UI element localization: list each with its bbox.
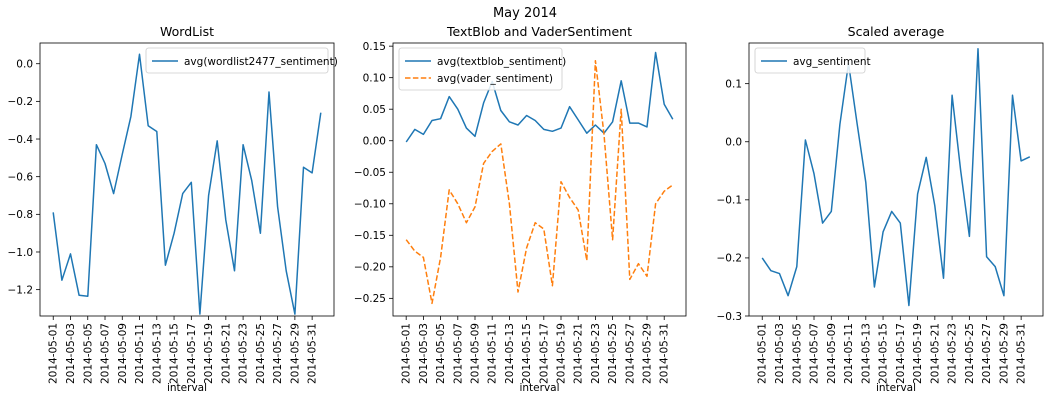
y-tick-label: −0.2 bbox=[8, 96, 34, 108]
x-tick-label: 2014-05-19 bbox=[203, 323, 215, 384]
y-tick-label: 0.0 bbox=[16, 59, 33, 71]
series-line-1 bbox=[405, 51, 674, 143]
y-tick-label: −1.2 bbox=[8, 284, 34, 296]
figure-suptitle: May 2014 bbox=[493, 6, 557, 21]
legend: avg(textblob_sentiment) avg(vader_sentime… bbox=[398, 47, 566, 91]
x-tick-label: 2014-05-11 bbox=[487, 323, 499, 384]
x-tick-label: 2014-05-13 bbox=[151, 323, 163, 384]
x-tick-label: 2014-05-03 bbox=[65, 323, 77, 384]
x-tick-label: 2014-05-27 bbox=[272, 323, 284, 384]
x-tick-label: 2014-05-15 bbox=[878, 323, 890, 384]
series-line-1 bbox=[761, 48, 1031, 307]
axes-frame bbox=[392, 42, 687, 317]
x-tick-label: 2014-05-27 bbox=[981, 323, 993, 384]
x-tick-label: 2014-05-05 bbox=[435, 323, 447, 384]
x-tick-label: 2014-05-07 bbox=[452, 323, 464, 384]
x-tick-label: 2014-05-11 bbox=[134, 323, 146, 384]
legend-label: avg(vader_sentiment) bbox=[437, 73, 553, 85]
x-tick-label: 2014-05-23 bbox=[590, 323, 602, 384]
y-tick-label: −0.2 bbox=[717, 253, 743, 265]
axes-frame bbox=[748, 42, 1044, 317]
x-tick-label: 2014-05-05 bbox=[82, 323, 94, 384]
x-tick-label: 2014-05-29 bbox=[642, 323, 654, 384]
y-tick-label: 0.10 bbox=[363, 72, 386, 84]
x-tick-label: 2014-05-29 bbox=[289, 323, 301, 384]
x-tick-label: 2014-05-25 bbox=[607, 323, 619, 384]
y-tick-label: −0.15 bbox=[354, 230, 386, 242]
y-tick-label: −0.3 bbox=[717, 311, 743, 323]
chart-panel-2: TextBlob and VaderSentiment 0.15 0.10 0.05 0… bbox=[354, 24, 687, 394]
x-tick-label: 2014-05-23 bbox=[238, 323, 250, 384]
x-tick-label: 2014-05-01 bbox=[401, 323, 413, 384]
y-tick-label: −0.6 bbox=[8, 171, 34, 183]
legend-box bbox=[754, 47, 866, 74]
x-tick-label: 2014-05-21 bbox=[929, 323, 941, 384]
y-tick-label: −0.1 bbox=[717, 195, 743, 207]
axes-frame bbox=[39, 42, 335, 317]
x-tick-label: 2014-05-27 bbox=[624, 323, 636, 384]
x-tick-label: 2014-05-17 bbox=[186, 323, 198, 384]
x-tick-label: 2014-05-21 bbox=[220, 323, 232, 384]
y-tick-label: −0.05 bbox=[354, 167, 386, 179]
chart-title: WordList bbox=[160, 24, 214, 39]
x-tick-label: 2014-05-09 bbox=[117, 323, 129, 384]
x-tick-label: 2014-05-19 bbox=[556, 323, 568, 384]
x-axis-label: interval bbox=[167, 382, 207, 394]
legend-box bbox=[145, 47, 329, 74]
x-tick-label: 2014-05-01 bbox=[48, 323, 60, 384]
x-tick-label: 2014-05-07 bbox=[809, 323, 821, 384]
x-tick-label: 2014-05-13 bbox=[504, 323, 516, 384]
x-tick-label: 2014-05-05 bbox=[791, 323, 803, 384]
x-tick-label: 2014-05-07 bbox=[100, 323, 112, 384]
x-tick-label: 2014-05-25 bbox=[964, 323, 976, 384]
x-tick-label: 2014-05-09 bbox=[469, 323, 481, 384]
chart-title: TextBlob and VaderSentiment bbox=[446, 24, 632, 39]
legend-label: avg(textblob_sentiment) bbox=[437, 56, 566, 68]
y-tick-label: −1.0 bbox=[8, 247, 34, 259]
y-tick-label: −0.8 bbox=[8, 209, 34, 221]
legend-label: avg_sentiment bbox=[793, 56, 871, 68]
x-tick-label: 2014-05-19 bbox=[912, 323, 924, 384]
y-tick-label: −0.4 bbox=[8, 134, 34, 146]
y-tick-label: −0.20 bbox=[354, 262, 386, 274]
x-tick-label: 2014-05-11 bbox=[843, 323, 855, 384]
x-tick-label: 2014-05-03 bbox=[418, 323, 430, 384]
x-tick-label: 2014-05-25 bbox=[255, 323, 267, 384]
chart-panels: WordList 0.0 −0.2 −0.4 −0.6 −0.8 −1.0 −1.2 2014-… bbox=[8, 24, 1044, 394]
y-tick-label: 0.1 bbox=[725, 78, 742, 90]
x-axis-label: interval bbox=[519, 382, 559, 394]
x-tick-label: 2014-05-31 bbox=[1016, 323, 1028, 384]
legend-box bbox=[398, 47, 563, 91]
x-tick-label: 2014-05-09 bbox=[826, 323, 838, 384]
x-tick-label: 2014-05-13 bbox=[860, 323, 872, 384]
x-tick-label: 2014-05-17 bbox=[538, 323, 550, 384]
x-tick-label: 2014-05-23 bbox=[947, 323, 959, 384]
x-tick-label: 2014-05-29 bbox=[998, 323, 1010, 384]
legend: avg(wordlist2477_sentiment) bbox=[145, 47, 338, 74]
x-tick-label: 2014-05-17 bbox=[895, 323, 907, 384]
y-tick-label: 0.0 bbox=[725, 137, 742, 149]
chart-panel-1: WordList 0.0 −0.2 −0.4 −0.6 −0.8 −1.0 −1.2 2014-… bbox=[8, 24, 338, 394]
x-tick-label: 2014-05-15 bbox=[521, 323, 533, 384]
y-tick-label: 0.05 bbox=[363, 104, 386, 116]
x-tick-label: 2014-05-15 bbox=[169, 323, 181, 384]
y-tick-label: 0.15 bbox=[363, 41, 386, 53]
x-axis-label: interval bbox=[876, 382, 916, 394]
x-tick-label: 2014-05-31 bbox=[659, 323, 671, 384]
x-tick-label: 2014-05-03 bbox=[774, 323, 786, 384]
x-tick-label: 2014-05-01 bbox=[757, 323, 769, 384]
legend-label: avg(wordlist2477_sentiment) bbox=[184, 56, 338, 68]
chart-title: Scaled average bbox=[848, 24, 945, 39]
series-line-2 bbox=[405, 59, 674, 305]
x-tick-label: 2014-05-31 bbox=[307, 323, 319, 384]
y-tick-label: −0.10 bbox=[354, 199, 386, 211]
chart-panel-3: Scaled average 0.1 0.0 −0.1 −0.2 −0.3 2014-05-… bbox=[717, 24, 1044, 394]
x-tick-label: 2014-05-21 bbox=[573, 323, 585, 384]
y-tick-label: 0.00 bbox=[363, 136, 386, 148]
y-tick-label: −0.25 bbox=[354, 293, 386, 305]
legend: avg_sentiment bbox=[754, 47, 871, 74]
series-line-1 bbox=[52, 53, 322, 315]
